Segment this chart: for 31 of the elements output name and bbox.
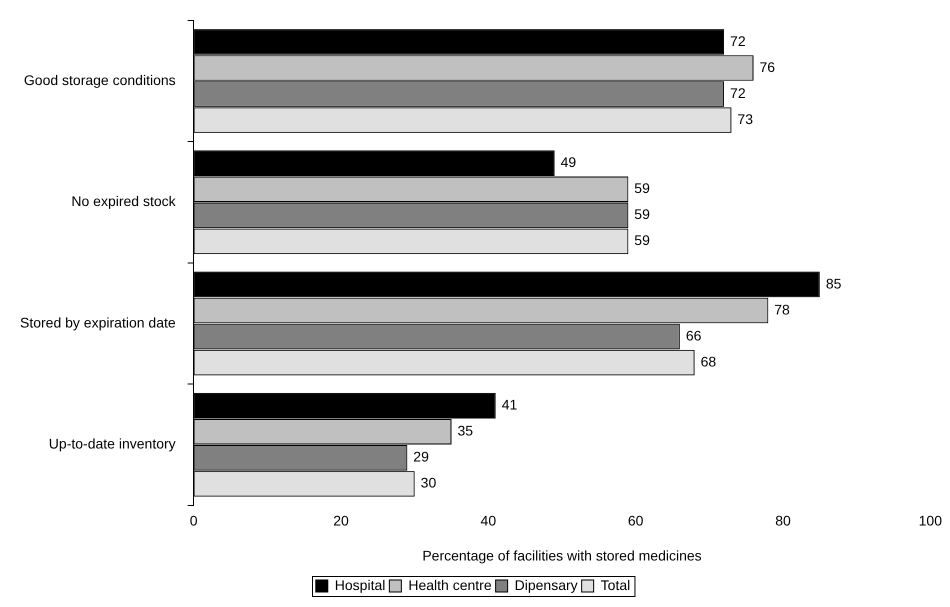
data-label: 59 [634, 206, 650, 222]
x-tick-label: 0 [190, 512, 198, 529]
data-label: 66 [686, 327, 702, 344]
y-tick-label: Good storage conditions [24, 72, 176, 88]
data-label: 49 [560, 154, 576, 170]
x-axis-title: Percentage of facilities with stored medicines [422, 547, 702, 564]
legend-label: Dipensary [514, 576, 578, 593]
data-label: 72 [730, 32, 746, 49]
data-label: 59 [634, 232, 650, 248]
x-tick-label: 40 [480, 512, 496, 529]
data-label: 30 [420, 474, 436, 491]
legend-label: Health centre [408, 576, 492, 593]
legend-label: Total [600, 576, 630, 593]
legend-label: Hospital [334, 576, 386, 593]
y-tick-label: No expired stock [71, 193, 177, 210]
data-label: 41 [502, 396, 518, 413]
data-label: 29 [413, 448, 430, 465]
data-label: 72 [730, 84, 746, 101]
x-tick-label: 80 [775, 512, 791, 529]
x-tick-label: 20 [333, 512, 349, 529]
data-label: 76 [760, 58, 776, 75]
data-label: 85 [826, 275, 842, 292]
data-label: 68 [700, 353, 716, 370]
y-tick-label: Up-to-date inventory [48, 436, 176, 452]
data-label: 59 [634, 180, 650, 196]
data-label: 35 [457, 422, 474, 439]
y-tick-label: Stored by expiration date [20, 314, 176, 330]
data-label: 73 [737, 110, 754, 127]
data-label: 78 [774, 301, 790, 318]
x-tick-label: 100 [918, 512, 942, 529]
x-tick-label: 60 [628, 512, 644, 529]
